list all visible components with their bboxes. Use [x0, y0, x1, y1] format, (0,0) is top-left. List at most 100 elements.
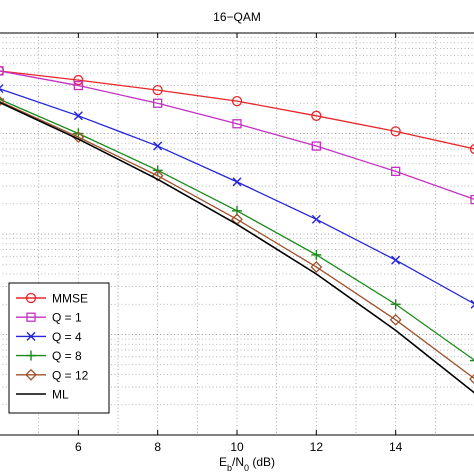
x-tick-label: 10: [230, 440, 244, 454]
x-ticks: 6 8 10 12 14: [75, 33, 403, 454]
data-point-q-1: [153, 98, 163, 108]
legend-box: [8, 282, 110, 414]
square-marker: [470, 194, 474, 205]
legend-entry-q-12: Q = 12: [16, 368, 89, 382]
circle-marker: [73, 74, 84, 86]
data-point-mmse: [231, 95, 243, 107]
series-ml: [0, 101, 474, 394]
chart-title: 16−QAM: [213, 10, 261, 24]
data-point-q-8: [311, 249, 322, 260]
series-line-ml: [0, 101, 474, 394]
square-marker: [26, 312, 36, 322]
diamond-marker: [0, 96, 5, 107]
data-point-q-12: [469, 374, 474, 385]
legend-marker: [26, 312, 36, 322]
legend-label-q-12: Q = 12: [52, 368, 89, 382]
square-marker: [311, 141, 321, 151]
data-point-q-4: [73, 111, 83, 121]
square-marker: [232, 119, 242, 129]
legend-entry-q-8: Q = 8: [16, 349, 82, 363]
x-marker-b: [311, 214, 321, 224]
legend-entry-ml: ML: [16, 388, 69, 402]
legend-marker: [25, 292, 37, 304]
data-point-q-12: [72, 131, 85, 144]
legend-marker: [26, 331, 36, 341]
legend-marker: [25, 368, 37, 381]
legend-label-q-4: Q = 4: [52, 330, 82, 344]
data-point-q-4: [391, 255, 401, 265]
series-q-4: [0, 84, 474, 309]
data-point-q-4: [311, 214, 321, 224]
circle-marker: [231, 95, 243, 107]
data-point-q-4: [0, 84, 4, 94]
circle-marker: [469, 144, 474, 155]
x-tick-label: 14: [389, 440, 403, 454]
x-marker-b: [26, 331, 36, 341]
diamond-marker: [72, 131, 85, 144]
square-marker: [153, 98, 163, 108]
legend-entry-q-4: Q = 4: [16, 330, 82, 344]
x-marker-b: [0, 84, 4, 89]
legend-label-ml: ML: [52, 388, 69, 402]
legend-marker: [26, 350, 36, 361]
data-point-q-4: [232, 177, 242, 187]
data-point-q-1: [73, 80, 83, 91]
square-marker: [0, 66, 4, 76]
series-line-q-12: [0, 100, 474, 380]
circle-marker: [25, 292, 37, 304]
data-point-q-12: [310, 261, 323, 273]
legend: MMSE Q = 1 Q = 4 Q = 8 Q = 12 ML: [8, 282, 110, 414]
series-line-q-1: [0, 70, 474, 200]
data-point-q-1: [311, 141, 321, 151]
x-tick-label: 8: [154, 440, 161, 454]
data-point-mmse: [152, 84, 163, 96]
square-marker: [73, 80, 83, 91]
square-marker: [391, 166, 401, 177]
legend-label-q-1: Q = 1: [52, 311, 82, 325]
data-point-q-1: [470, 194, 474, 205]
data-point-q-4: [153, 141, 163, 151]
diamond-marker: [25, 368, 37, 381]
series-mmse: [0, 65, 474, 155]
x-marker-b: [232, 177, 242, 187]
x-marker-b: [153, 141, 163, 151]
data-point-q-1: [0, 66, 4, 76]
x-axis-label: Eb/N0 (dB): [219, 455, 275, 473]
series-q-8: [0, 98, 474, 362]
diamond-marker: [389, 313, 402, 326]
data-point-q-4: [470, 299, 474, 309]
data-point-mmse: [73, 74, 84, 86]
diamond-marker: [151, 169, 164, 182]
x-marker-b: [391, 255, 401, 265]
series-layer: [0, 65, 474, 394]
x-marker-b: [73, 111, 83, 121]
x-tick-label: 12: [310, 440, 324, 454]
data-point-q-1: [391, 166, 401, 177]
legend-label-q-8: Q = 8: [52, 349, 82, 363]
circle-marker: [152, 84, 163, 96]
data-point-q-1: [232, 119, 242, 129]
x-marker-a: [0, 88, 4, 94]
legend-label-mmse: MMSE: [52, 292, 88, 306]
data-point-mmse: [390, 126, 401, 137]
data-point-q-8: [470, 359, 474, 362]
legend-entry-mmse: MMSE: [16, 292, 88, 306]
x-marker-b: [470, 304, 474, 309]
data-point-mmse: [311, 110, 322, 121]
data-point-q-8: [390, 299, 401, 310]
data-point-q-12: [389, 313, 402, 326]
legend-entry-q-1: Q = 1: [16, 311, 82, 325]
x-tick-label: 6: [75, 440, 82, 454]
circle-marker: [311, 110, 322, 121]
data-point-mmse: [469, 144, 474, 155]
series-line-mmse: [0, 70, 474, 150]
x-marker-a: [470, 299, 474, 305]
diamond-marker: [469, 374, 474, 385]
data-point-q-12: [151, 169, 164, 182]
grid-lines: [0, 33, 474, 436]
circle-marker: [390, 126, 401, 137]
data-point-q-12: [0, 96, 5, 107]
series-q-1: [0, 66, 474, 205]
diamond-marker: [310, 261, 323, 273]
